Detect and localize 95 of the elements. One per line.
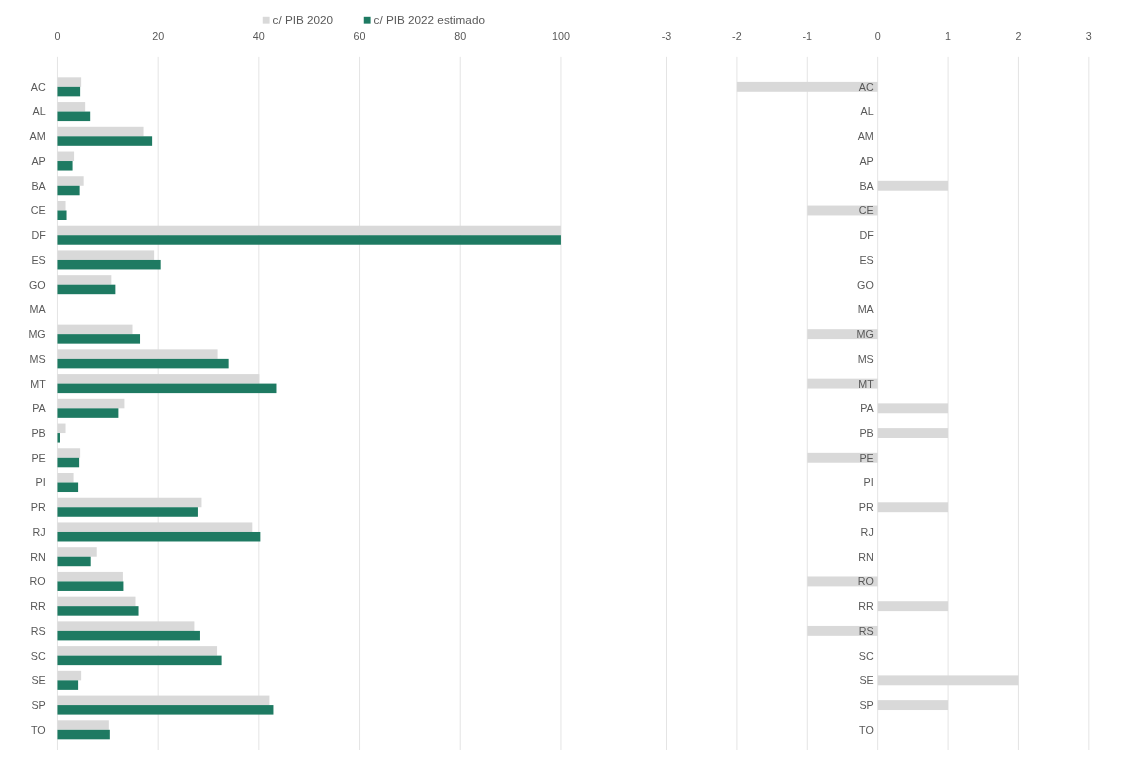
x-tick-label: -3	[661, 30, 672, 43]
y-tick-label: SE	[31, 674, 46, 687]
bar	[57, 136, 153, 146]
y-tick-label: AL	[32, 105, 46, 118]
bar	[57, 334, 141, 344]
y-tick-label: AC	[30, 80, 46, 93]
bar	[57, 111, 91, 122]
y-tick-label: MT	[858, 377, 875, 390]
bar	[57, 507, 198, 517]
bar	[57, 284, 116, 295]
y-tick-label: RR	[30, 600, 46, 613]
x-tick-label: 60	[353, 30, 366, 43]
x-tick-label: 1	[945, 30, 952, 43]
y-tick-label: RS	[858, 624, 874, 637]
bar	[57, 680, 79, 690]
y-tick-label: RS	[30, 624, 46, 637]
bar	[57, 457, 80, 468]
y-tick-label: MG	[28, 328, 46, 341]
bar	[57, 606, 139, 616]
x-tick-label: 0	[874, 30, 881, 43]
y-tick-label: AC	[858, 80, 874, 93]
x-tick-label: -2	[732, 30, 742, 43]
y-tick-label: PB	[859, 426, 874, 439]
bar	[57, 482, 79, 493]
y-tick-label: SE	[859, 674, 874, 687]
bar	[57, 383, 277, 394]
y-tick-label: RJ	[860, 525, 874, 538]
bar	[57, 210, 67, 220]
bar	[57, 408, 119, 418]
y-tick-label: PR	[30, 501, 46, 514]
x-tick-label: 0	[54, 30, 61, 43]
y-tick-label: PB	[31, 426, 46, 439]
y-tick-label: MS	[29, 352, 46, 365]
y-tick-label: MA	[29, 303, 47, 316]
y-tick-label: AL	[860, 105, 874, 118]
y-tick-label: TO	[859, 723, 874, 736]
y-tick-label: PA	[32, 402, 47, 415]
y-tick-label: PI	[863, 476, 874, 489]
y-tick-label: MG	[856, 328, 874, 341]
y-tick-label: RJ	[32, 525, 46, 538]
y-tick-label: SP	[31, 698, 46, 711]
bar	[57, 259, 161, 270]
bar	[57, 729, 110, 740]
y-tick-label: ES	[859, 253, 874, 266]
y-tick-label: DF	[859, 229, 875, 242]
x-tick-label: 100	[551, 30, 570, 43]
bar	[57, 705, 274, 715]
y-tick-label: PI	[35, 476, 46, 489]
y-tick-label: PR	[858, 501, 874, 514]
y-tick-label: AM	[29, 130, 46, 143]
y-tick-label: GO	[857, 278, 874, 291]
y-tick-label: AM	[857, 130, 874, 143]
y-tick-label: CE	[858, 204, 874, 217]
y-tick-label: SC	[30, 649, 46, 662]
y-tick-label: RO	[29, 575, 46, 588]
y-tick-label: RN	[30, 550, 46, 563]
bar	[57, 655, 222, 666]
bar	[57, 161, 73, 171]
bar	[57, 185, 80, 196]
y-tick-label: MS	[857, 352, 874, 365]
bar	[57, 630, 200, 641]
y-tick-label: CE	[30, 204, 46, 217]
y-tick-label: PE	[31, 451, 46, 464]
y-tick-label: RR	[858, 600, 874, 613]
bar	[57, 433, 60, 443]
y-tick-label: SP	[859, 698, 874, 711]
bar	[57, 556, 91, 567]
y-tick-label: TO	[31, 723, 46, 736]
y-tick-label: PE	[859, 451, 874, 464]
y-tick-label: MT	[30, 377, 47, 390]
legend-label: c/ PIB 2020	[272, 12, 334, 26]
y-tick-label: GO	[29, 278, 46, 291]
bar	[57, 581, 124, 591]
y-tick-label: ES	[31, 253, 46, 266]
y-tick-label: BA	[859, 179, 875, 192]
legend-label: c/ PIB 2022 estimado	[373, 12, 486, 26]
y-tick-label: DF	[31, 229, 47, 242]
bar	[57, 235, 561, 245]
y-tick-label: BA	[31, 179, 47, 192]
x-tick-label: 2	[1015, 30, 1022, 43]
y-tick-label: AP	[31, 154, 46, 167]
x-tick-label: -1	[802, 30, 813, 43]
bar	[57, 531, 261, 542]
y-tick-label: AP	[859, 154, 874, 167]
y-tick-label: RO	[857, 575, 874, 588]
y-tick-label: SC	[858, 649, 874, 662]
x-tick-label: 3	[1085, 30, 1092, 43]
x-tick-label: 80	[454, 30, 467, 43]
bar	[57, 86, 81, 97]
x-tick-label: 40	[252, 30, 265, 43]
bar	[57, 358, 229, 369]
x-tick-label: 20	[152, 30, 165, 43]
y-tick-label: RN	[858, 550, 874, 563]
y-tick-label: PA	[860, 402, 875, 415]
y-tick-label: MA	[857, 303, 875, 316]
